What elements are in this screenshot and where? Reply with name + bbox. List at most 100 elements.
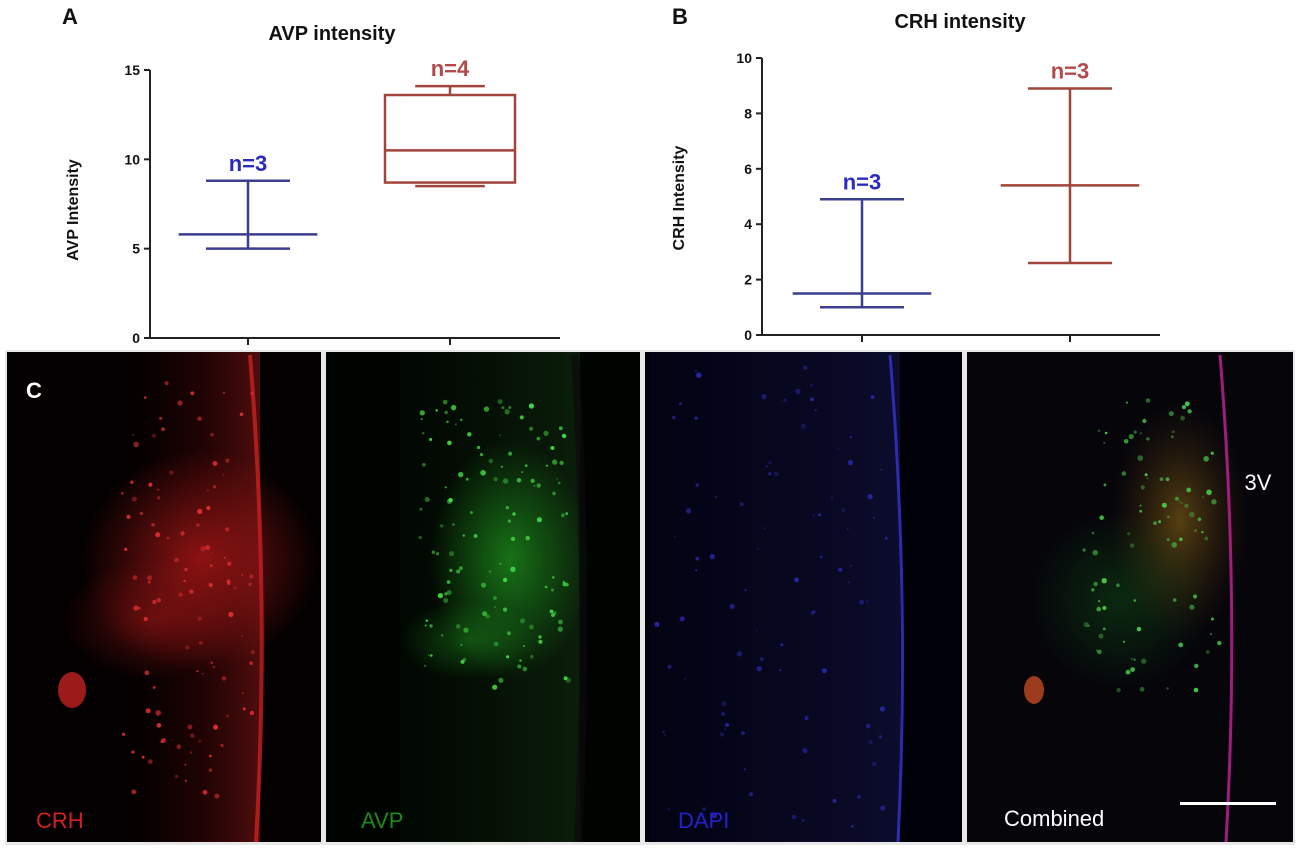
cell-dot [155, 532, 161, 538]
cell-dot [131, 789, 137, 795]
cell-dot [681, 617, 685, 620]
cell-dot [508, 406, 512, 409]
cell-dot [1184, 503, 1189, 508]
cell-dot [879, 735, 883, 739]
cell-dot [739, 502, 744, 507]
cell-dot [1098, 633, 1104, 639]
cell-dot [422, 432, 425, 435]
cell-dot [473, 534, 478, 538]
cell-dot [1165, 477, 1170, 482]
cell-dot [454, 423, 457, 426]
cell-dot [489, 570, 491, 573]
cell-dot [206, 489, 210, 492]
cell-dot [551, 588, 554, 592]
cell-dot [779, 669, 782, 672]
cell-dot [499, 434, 502, 437]
cell-dot [233, 586, 237, 590]
chart-b-n-label: n=3 [843, 169, 882, 194]
cell-dot [756, 666, 762, 672]
cell-dot [1130, 657, 1133, 660]
cell-dot [482, 611, 488, 617]
cell-dot [446, 420, 449, 424]
cell-dot [743, 768, 746, 771]
cell-dot [711, 812, 718, 819]
cell-dot [197, 416, 202, 421]
cell-dot [545, 464, 549, 467]
micrograph-label-dapi: DAPI [678, 808, 729, 833]
chart-b-y-ticks: 0 2 4 6 8 10 [736, 50, 1071, 343]
cell-dot [462, 657, 467, 662]
cell-dot [880, 469, 883, 472]
cell-dot [557, 481, 561, 485]
cell-dot [667, 664, 672, 669]
cell-dot [873, 516, 875, 519]
cell-dot [516, 478, 522, 483]
cell-dot [558, 426, 563, 431]
cell-dot [120, 491, 124, 495]
cell-dot [197, 616, 202, 621]
chart-a-n-label: n=4 [431, 56, 470, 81]
cell-dot [208, 768, 212, 772]
cell-dot [1180, 502, 1183, 504]
cell-dot [529, 624, 534, 630]
cell-dot [1139, 504, 1142, 507]
chart-a-title: AVP intensity [268, 23, 396, 45]
cell-dot [156, 488, 159, 491]
cell-dot [1145, 398, 1151, 403]
cell-dot [151, 523, 155, 527]
cell-dot [556, 478, 558, 480]
cell-dot [133, 441, 139, 448]
cell-dot [801, 819, 805, 822]
cell-dot [1083, 622, 1089, 628]
cell-dot [456, 569, 461, 574]
cell-dot [132, 434, 135, 436]
cell-dot [1161, 502, 1167, 508]
cell-dot [250, 650, 255, 655]
cell-dot [485, 614, 490, 619]
cell-dot [133, 605, 139, 611]
cell-dot [1144, 473, 1148, 477]
cell-dot [810, 397, 814, 402]
cell-dot [448, 497, 453, 503]
cell-dot [714, 496, 717, 498]
chart-b-y-tick-label: 10 [736, 50, 752, 66]
cell-dot [679, 402, 682, 405]
cell-dot [164, 381, 169, 386]
cell-dot [1133, 658, 1136, 661]
cell-dot [227, 581, 231, 586]
cell-dot [1179, 537, 1183, 542]
cell-dot [500, 465, 503, 468]
cell-dot [696, 372, 702, 378]
cell-dot [846, 527, 849, 530]
cell-dot [1133, 599, 1137, 602]
cell-dot [131, 750, 135, 754]
cell-dot [867, 494, 873, 500]
cell-dot [220, 744, 224, 747]
cell-dot [249, 710, 255, 716]
cell-dot [227, 458, 230, 461]
cell-dot [166, 536, 170, 540]
cell-dot [749, 792, 754, 797]
cell-dot [1171, 542, 1177, 548]
cell-dot [196, 670, 199, 673]
cell-dot [419, 507, 423, 511]
cell-dot [249, 574, 254, 579]
cell-dot [761, 394, 767, 400]
cell-dot [673, 535, 676, 538]
cell-dot [1187, 409, 1192, 414]
cell-dot [764, 527, 766, 530]
cell-dot [198, 739, 202, 743]
cell-dot [561, 513, 565, 518]
cell-dot [837, 447, 839, 450]
cell-dot [483, 406, 490, 412]
cell-dot [721, 712, 725, 716]
cell-dot [551, 613, 555, 617]
cell-dot [200, 546, 206, 552]
cell-dot [480, 470, 486, 476]
cell-dot [132, 575, 138, 580]
cell-dot [552, 459, 558, 465]
cell-dot [1116, 583, 1120, 588]
cell-dot [493, 641, 499, 647]
chart-a-y-tick-label: 10 [124, 151, 140, 167]
cell-dot [208, 582, 213, 588]
